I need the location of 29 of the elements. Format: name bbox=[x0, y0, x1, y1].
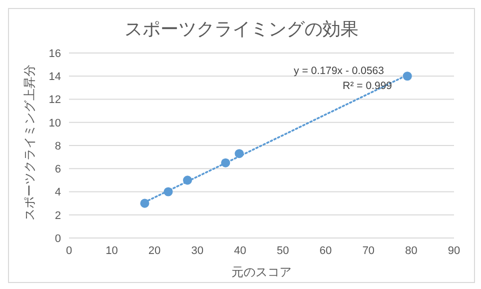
point bbox=[164, 187, 173, 196]
x-tick-label: 0 bbox=[66, 244, 72, 257]
chart-title: スポーツクライミングの効果 bbox=[124, 18, 360, 41]
point bbox=[221, 158, 230, 168]
annotation: y = 0.179x - 0.0563 bbox=[294, 65, 384, 77]
x-tick-label: 90 bbox=[448, 244, 460, 257]
y-axis-title: スポーツクライミング上昇分 bbox=[22, 64, 36, 220]
y-tick-label: 14 bbox=[48, 71, 61, 84]
x-tick-label: 50 bbox=[276, 244, 290, 257]
y-tick-label: 0 bbox=[54, 232, 61, 245]
y-tick-label: 16 bbox=[48, 48, 61, 60]
point bbox=[182, 176, 192, 185]
point bbox=[234, 149, 244, 158]
x-tick-label: 10 bbox=[106, 244, 118, 257]
x-tick-label: 60 bbox=[320, 244, 332, 257]
y-tick-label: 4 bbox=[54, 186, 61, 199]
point bbox=[140, 198, 150, 208]
y-tick-label: 12 bbox=[48, 94, 61, 106]
x-tick-label: 40 bbox=[234, 244, 246, 257]
point bbox=[402, 72, 412, 81]
x-axis-title: 元のスコア bbox=[232, 265, 292, 279]
y-tick-label: 6 bbox=[54, 164, 61, 176]
y-tick-label: 2 bbox=[54, 210, 61, 222]
y-tick-label: 10 bbox=[48, 117, 61, 130]
x-tick-label: 30 bbox=[191, 244, 204, 257]
x-tick-label: 80 bbox=[405, 244, 418, 257]
x-tick-label: 70 bbox=[362, 244, 375, 257]
y-tick-label: 8 bbox=[54, 140, 61, 152]
x-tick-label: 20 bbox=[148, 244, 161, 257]
